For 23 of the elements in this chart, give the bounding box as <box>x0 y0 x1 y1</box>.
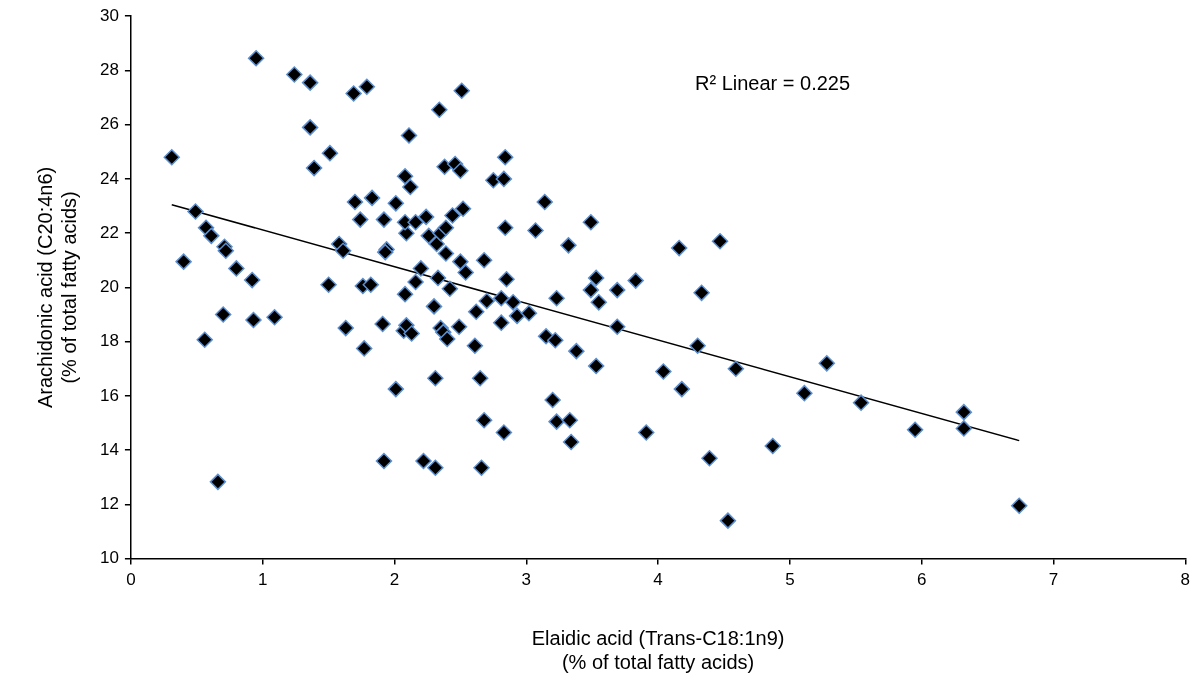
x-tick-label: 7 <box>1048 570 1059 590</box>
x-tick-label: 3 <box>521 570 532 590</box>
y-tick-label: 14 <box>99 439 119 459</box>
y-tick-label: 28 <box>99 60 119 80</box>
y-tick-label: 26 <box>99 114 119 134</box>
x-axis-title: Elaidic acid (Trans-C18:1n9) (% of total fatty acids) <box>531 626 785 673</box>
y-tick-label: 12 <box>99 494 119 514</box>
x-tick-label: 5 <box>785 570 795 590</box>
y-tick-label: 30 <box>99 5 119 25</box>
y-axis-title: Arachidonic acid (C20:4n6) (% of total fatty acids) <box>33 166 80 409</box>
y-tick-label: 20 <box>99 277 119 297</box>
x-tick-label: 4 <box>653 570 663 590</box>
y-tick-label: 22 <box>99 222 119 242</box>
x-tick-label: 6 <box>916 570 927 590</box>
y-tick-label: 16 <box>99 385 119 405</box>
annotation: R² Linear = 0.225 <box>694 71 851 94</box>
x-tick-label: 2 <box>389 570 400 590</box>
y-tick-label: 18 <box>99 331 119 351</box>
x-tick-label: 0 <box>126 570 136 590</box>
y-tick-label: 24 <box>99 168 119 188</box>
x-tick-label: 8 <box>1180 570 1191 590</box>
y-tick-label: 10 <box>99 548 119 568</box>
x-tick-label: 1 <box>257 570 268 590</box>
